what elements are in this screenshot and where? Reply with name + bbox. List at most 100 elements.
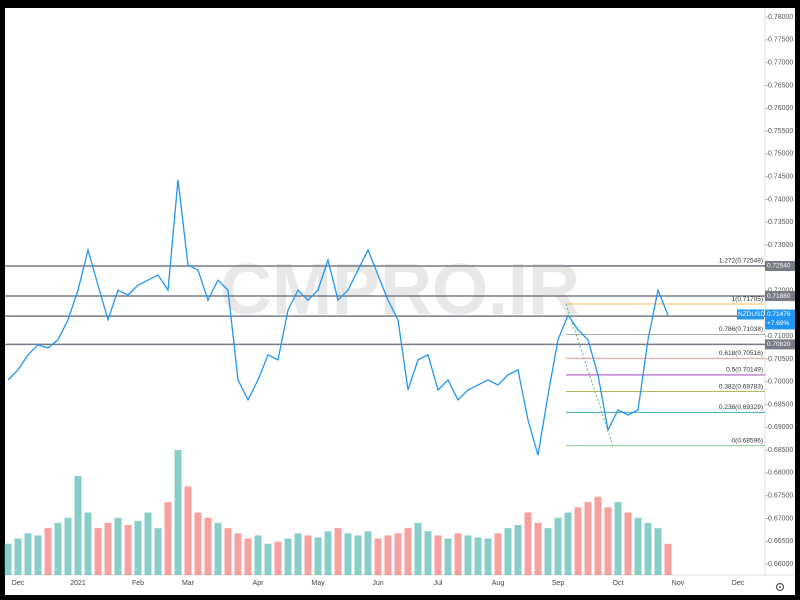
volume-bar — [424, 531, 432, 575]
y-tick-label: 0.75500 — [768, 128, 793, 135]
price-line — [7, 179, 669, 456]
volume-bar — [94, 528, 102, 575]
volume-bar — [434, 535, 442, 575]
y-tick-label: 0.73500 — [768, 219, 793, 226]
volume-bar — [654, 528, 662, 575]
volume-bar — [184, 486, 192, 575]
y-tick-label: 0.70500 — [768, 356, 793, 363]
x-tick-label: Mar — [182, 580, 195, 587]
volume-bar — [364, 531, 372, 575]
volume-bar — [294, 533, 302, 575]
x-tick-label: Nov — [672, 580, 685, 587]
volume-bar — [574, 507, 582, 575]
level-box — [765, 260, 795, 271]
volume-bar — [224, 528, 232, 575]
watermark: CMPRO.IR — [220, 250, 580, 330]
volume-bar — [524, 512, 532, 575]
volume-bar — [14, 538, 22, 575]
last-price-box — [765, 309, 795, 330]
x-tick-label: Aug — [492, 580, 505, 587]
volume-bar — [494, 533, 502, 575]
volume-bar — [304, 535, 312, 575]
volume-bar — [514, 525, 522, 575]
y-tick-label: 0.78000 — [768, 14, 793, 21]
volume-bar — [584, 502, 592, 575]
y-tick-label: 0.66000 — [768, 561, 793, 568]
y-tick-label: 0.68000 — [768, 470, 793, 477]
volume-bar — [374, 538, 382, 575]
volume-bar — [74, 476, 82, 575]
fib-label: 1.272(0.72548) — [719, 257, 763, 264]
volume-bar — [534, 522, 542, 575]
last-price-label: 0.71476 — [767, 311, 791, 318]
volume-bar — [454, 533, 462, 575]
volume-bar — [154, 528, 162, 575]
volume-bar — [624, 512, 632, 575]
change-label: +7.69% — [767, 320, 789, 327]
settings-icon[interactable] — [775, 582, 785, 592]
level-box — [765, 339, 795, 350]
y-tick-label: 0.77000 — [768, 60, 793, 67]
volume-bar — [414, 522, 422, 575]
x-tick-label: Dec — [732, 580, 745, 587]
volume-bar — [444, 538, 452, 575]
volume-bar — [244, 538, 252, 575]
volume-bar — [204, 517, 212, 575]
volume-bar — [34, 535, 42, 575]
volume-bar — [174, 450, 182, 575]
y-tick-label: 0.70000 — [768, 379, 793, 386]
y-tick-label: 0.69000 — [768, 424, 793, 431]
level-box-label: 0.70820 — [767, 341, 791, 348]
volume-bar — [54, 522, 62, 575]
y-tick-label: 0.77500 — [768, 37, 793, 44]
volume-bar — [384, 535, 392, 575]
fib-label: 0.786(0.71038) — [719, 326, 763, 333]
fib-label: 0.382(0.69783) — [719, 383, 763, 390]
y-tick-label: 0.69500 — [768, 401, 793, 408]
volume-bar — [664, 543, 672, 575]
volume-bar — [404, 528, 412, 575]
volume-bar — [344, 533, 352, 575]
volume-bar — [594, 496, 602, 575]
symbol-box — [737, 309, 764, 320]
y-tick-label: 0.67000 — [768, 515, 793, 522]
volume-bar — [264, 543, 272, 575]
fib-label: 0(0.68596) — [732, 437, 763, 444]
y-tick-label: 0.68500 — [768, 447, 793, 454]
fib-label: 1(0.71705) — [732, 296, 763, 303]
y-tick-label: 0.66500 — [768, 538, 793, 545]
volume-bar — [4, 543, 12, 575]
level-box-label: 0.72540 — [767, 263, 791, 270]
volume-bar — [254, 535, 262, 575]
volume-bar — [114, 517, 122, 575]
volume-bar — [464, 535, 472, 575]
level-box-label: 0.71880 — [767, 293, 791, 300]
volume-bar — [144, 512, 152, 575]
volume-bar — [504, 528, 512, 575]
x-tick-label: Sep — [552, 580, 565, 587]
volume-bar — [554, 517, 562, 575]
level-box — [765, 291, 795, 302]
volume-bar — [614, 502, 622, 575]
y-tick-label: 0.67500 — [768, 493, 793, 500]
x-tick-label: Jul — [434, 580, 443, 587]
x-tick-label: Dec — [12, 580, 25, 587]
volume-bar — [474, 537, 482, 575]
x-tick-label: Jun — [372, 580, 383, 587]
volume-bar — [354, 535, 362, 575]
fib-trend — [565, 303, 614, 446]
volume-bar — [234, 533, 242, 575]
volume-bar — [44, 528, 52, 575]
volume-bar — [544, 528, 552, 575]
volume-bar — [104, 522, 112, 575]
fib-label: 0.5(0.70149) — [726, 367, 763, 374]
volume-bar — [314, 537, 322, 575]
volume-bar — [634, 517, 642, 575]
volume-bar — [484, 538, 492, 575]
y-tick-label: 0.71000 — [768, 333, 793, 340]
volume-bar — [194, 512, 202, 575]
chart-background — [5, 8, 795, 595]
volume-bar — [324, 531, 332, 575]
volume-bar — [134, 520, 142, 575]
